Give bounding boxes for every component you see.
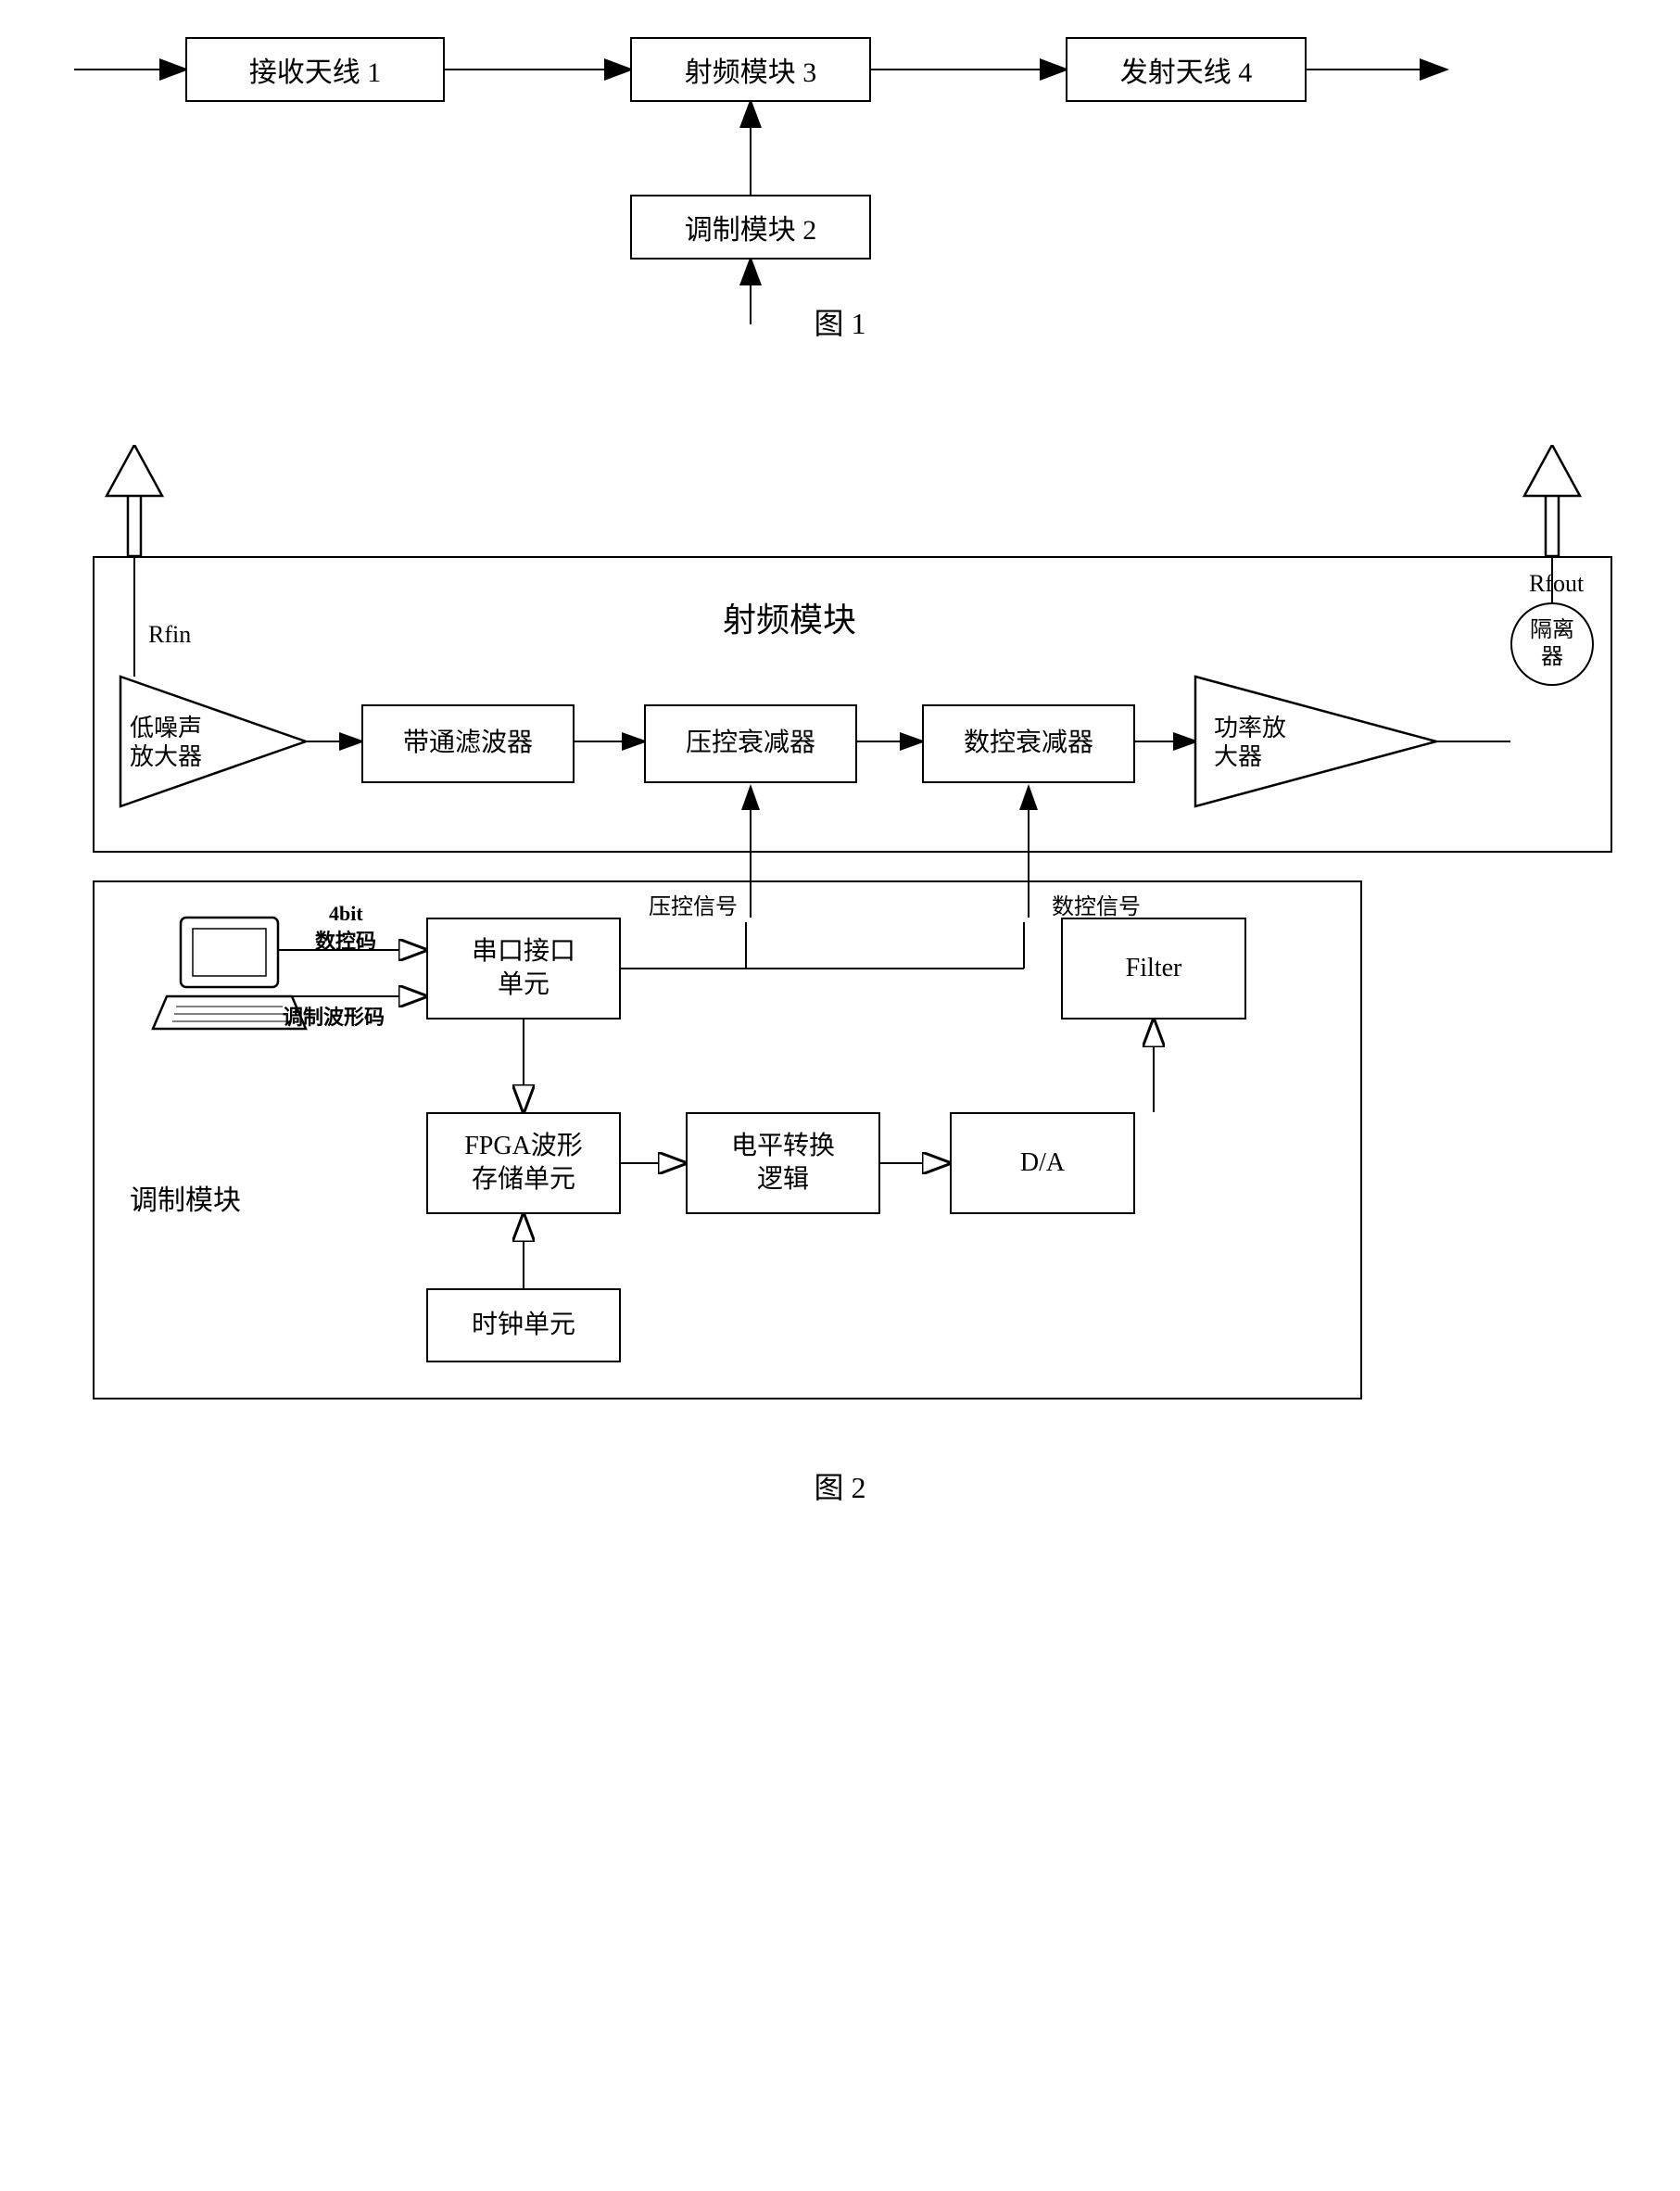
fpga-box: FPGA波形存储单元 [426,1112,621,1214]
bpf-box: 带通滤波器 [361,704,575,783]
mod-module-label: 调制模块 2 [685,207,817,247]
rx-antenna-box: 接收天线 1 [185,37,445,102]
rf-module-label: 射频模块 3 [685,49,817,90]
mod-module-title: 调制模块 [130,1177,241,1218]
isolator-circle: 隔离器 [1510,602,1594,686]
bits-label: 4bit [329,902,363,926]
wave-code-label: 调制波形码 [283,1001,385,1031]
filter-box: Filter [1061,918,1246,1020]
nca-box: 数控衰减器 [922,704,1135,783]
rf-out-label: Rfout [1529,570,1584,598]
tx-antenna-box: 发射天线 4 [1066,37,1307,102]
figure-2: 射频模块 Rfin Rfout 低噪声放大器 功率放大器 带通滤波器 压控衰减器… [56,445,1624,1557]
tx-antenna-label: 发射天线 4 [1120,49,1253,90]
vc-signal-label: 压控信号 [649,888,738,920]
serial-box: 串口接口单元 [426,918,621,1020]
pa-label: 功率放大器 [1214,714,1286,771]
level-box: 电平转换逻辑 [686,1112,880,1214]
rx-antenna-label: 接收天线 1 [249,49,382,90]
fig2-caption: 图 2 [56,1464,1624,1507]
mod-module-box: 调制模块 2 [630,195,871,260]
vca-box: 压控衰减器 [644,704,857,783]
da-box: D/A [950,1112,1135,1214]
clock-box: 时钟单元 [426,1288,621,1362]
nc-signal-label: 数控信号 [1052,888,1141,920]
lna-label: 低噪声放大器 [130,714,202,771]
rf-module-box: 射频模块 3 [630,37,871,102]
rx-horn-antenna-icon [107,445,162,556]
figure-1: 接收天线 1 射频模块 3 发射天线 4 调制模块 2 图 1 [56,37,1624,297]
tx-horn-antenna-icon [1524,445,1580,556]
rf-in-label: Rfin [148,621,191,649]
digital-code-label: 数控码 [315,925,376,955]
fig1-caption: 图 1 [56,300,1624,343]
rf-module-title: 射频模块 [723,593,856,641]
